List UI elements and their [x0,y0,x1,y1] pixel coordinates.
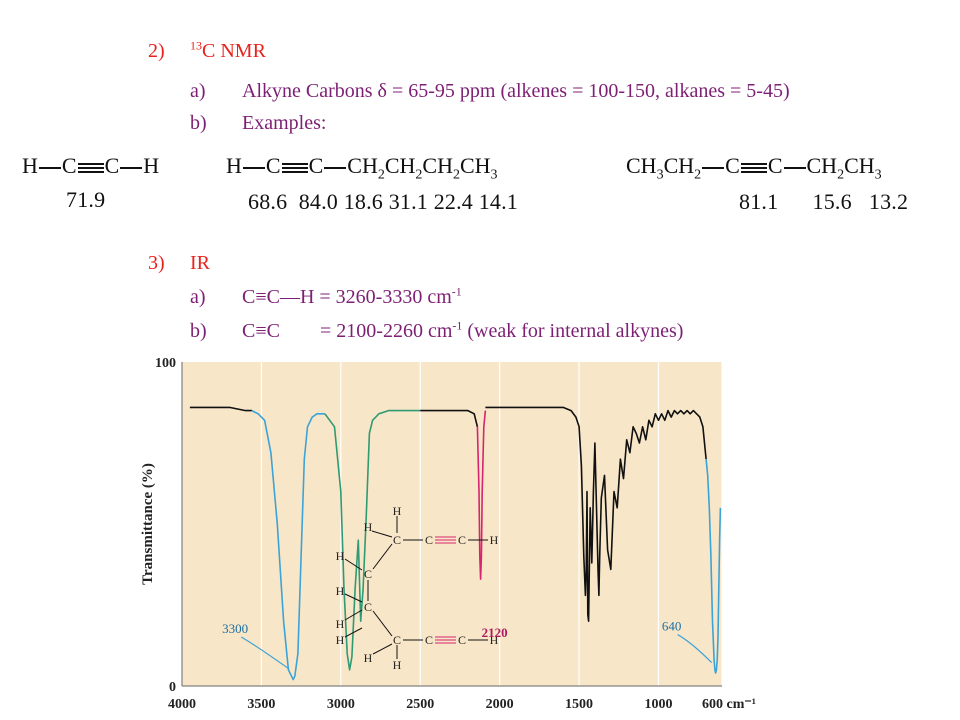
y-axis-label: Transmittance (%) [140,463,156,585]
peak-annotations: 3300 2120 640 [222,619,713,670]
nmr-item-a-text: Alkyne Carbons δ = 65-95 ppm (alkenes = … [242,80,790,102]
atom-C-14: C [458,633,466,647]
peak-label-640: 640 [662,619,682,634]
atom-H-10: H [336,617,345,631]
spectrum-segment-5 [485,406,707,623]
ir-item-b-range: = 2100-2260 cm [320,320,453,342]
atom-H-11: H [336,633,345,647]
atom-C-4: C [458,533,466,547]
ir-item-b-note: (weak for internal alkynes) [462,320,684,342]
x-tick-label-7: 600 cm⁻¹ [702,697,756,712]
ir-item-a-body: C≡C—H = 3260-3330 cm [242,286,452,308]
ir-item-b-superscript: -1 [452,318,463,333]
hexyne-internal-shifts: 81.1 15.6 13.2 [739,189,909,214]
atom-C-13: C [425,633,433,647]
atom-C-9: C [364,600,372,614]
atom-C-2: C [393,533,401,547]
atom-H-5: H [490,533,499,547]
x-tick-label-0: 4000 [168,697,196,712]
bond-5 [372,543,393,570]
hexyne-internal-structure: CH3CH2 C C CH2CH3 [626,153,882,183]
spectrum-series [189,406,722,681]
atom-H-1: H [364,520,373,534]
nmr-title-superscript: 13 [190,38,202,53]
nmr-section-number: 2) [148,40,165,62]
nmr-item-a-label: a) [190,80,206,102]
hexyne-structure: H C C CH2CH2CH2CH3 [226,153,498,183]
atom-C-7: C [364,567,372,581]
spectrum-segment-6 [705,459,722,674]
atom-H-8: H [336,584,345,598]
atom-C-3: C [425,533,433,547]
bond-1 [371,530,393,538]
atom-C-12: C [393,633,401,647]
ethyne-shifts: 71.9 [66,187,106,212]
ir-section-number: 3) [148,252,165,274]
bond-4 [344,558,363,571]
spectrum-segment-4 [476,410,487,580]
ir-item-b-text: = 2100-2260 cm-1 (weak for internal alky… [320,318,684,343]
ir-item-b-bond: C≡C [242,320,280,342]
nmr-item-b-label: b) [190,112,207,134]
ir-item-a-label: a) [190,286,206,308]
ir-item-b-label: b) [190,320,207,342]
atom-H-16: H [364,651,373,665]
ir-item-a-superscript: -1 [451,284,462,299]
spectrum-segment-1 [251,409,325,681]
spectrum-segment-0 [189,406,252,412]
x-tick-label-3: 2500 [406,697,434,712]
x-tick-label-5: 1500 [565,697,593,712]
bond-10 [372,610,393,637]
x-tick-label-2: 3000 [327,697,355,712]
atom-H-6: H [336,549,345,563]
x-tick-label-6: 1000 [644,697,672,712]
x-tick-label-1: 3500 [247,697,275,712]
hexyne-shifts: 68.6 84.0 18.6 31.1 22.4 14.1 [248,189,518,214]
atom-H-15: H [490,633,499,647]
y-tick-label-0: 100 [155,356,176,371]
bond-7 [344,593,363,603]
y-tick-label-1: 0 [169,680,176,695]
peak-label-3300: 3300 [222,621,248,636]
spectrum-segment-2 [324,409,421,671]
plot-background [182,362,722,686]
ir-spectrum-chart: 4000 3500 3000 2500 2000 1500 1000 600 cm⁻¹1000… [140,356,756,712]
peak-leader-640 [677,634,713,663]
nmr-item-b-text: Examples: [242,112,327,134]
ir-item-a-text: C≡C—H = 3260-3330 cm-1 [242,284,462,309]
atom-H-17: H [393,658,402,672]
atom-H-0: H [393,504,402,518]
bond-13 [372,643,393,655]
spectrum-segment-3 [420,409,479,427]
peak-label-2120: 2120 [482,625,508,640]
ir-section-title: IR [190,252,210,274]
nmr-title-text: C NMR [202,40,266,62]
x-tick-label-4: 2000 [486,697,514,712]
nmr-section-title: 13C NMR [190,38,266,63]
bond-8 [344,609,363,621]
peak-leader-3300 [240,636,290,670]
bond-9 [344,627,363,638]
